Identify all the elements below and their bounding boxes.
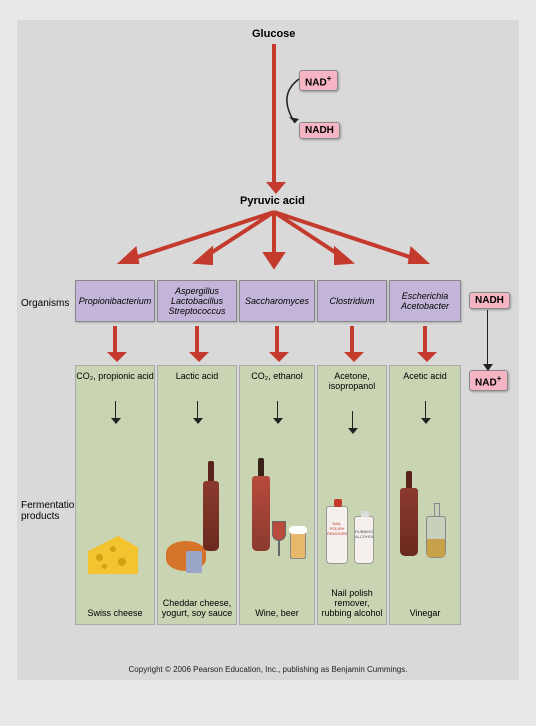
- arrow-down-3-h: [344, 352, 364, 362]
- org-box-2: Saccharomyces: [239, 280, 315, 322]
- inner-arrow-0: [115, 401, 116, 419]
- prod-1: Cheddar cheese, yogurt, soy sauce: [158, 598, 236, 618]
- cup-icon: [186, 551, 202, 573]
- inner-arrow-3h: [348, 428, 358, 434]
- inner-arrow-4h: [421, 418, 431, 424]
- swiss-cheese-icon: [88, 536, 138, 574]
- right-nad-text: NAD: [475, 377, 497, 388]
- row-label-organisms: Organisms: [21, 298, 69, 309]
- soy-bottle-icon: [203, 481, 219, 551]
- vinegar-bottle-icon: [400, 488, 418, 556]
- glucose-label: Glucose: [252, 28, 295, 40]
- chem-1: Lactic acid: [158, 371, 236, 381]
- right-cycle-arrow: [487, 310, 488, 366]
- inner-arrow-0h: [111, 418, 121, 424]
- inner-arrow-2: [277, 401, 278, 419]
- nadh-box: NADH: [299, 122, 340, 139]
- arrow-down-3: [350, 326, 354, 354]
- fan-arrows: [17, 210, 519, 280]
- chem-0: CO₂, propionic acid: [76, 371, 154, 381]
- diagram-container: Glucose NAD+ NADH Pyruvic acid Organisms…: [17, 20, 519, 680]
- right-nad-box: NAD+: [469, 370, 508, 391]
- arrow-glycolysis-head: [266, 182, 286, 194]
- beer-foam: [289, 526, 307, 534]
- wine-bottle-icon: [252, 476, 270, 551]
- wine-bottle-neck: [258, 458, 264, 478]
- arrow-down-0-h: [107, 352, 127, 362]
- chem-2: CO₂, ethanol: [240, 371, 314, 381]
- wine-glass-stem: [278, 541, 280, 556]
- prod-panel-4: Acetic acid Vinegar: [389, 365, 461, 625]
- inner-arrow-3: [352, 411, 353, 429]
- beer-mug-icon: [290, 531, 306, 559]
- prod-panel-3: Acetone, isopropanol NAILPOLISHREMOVER R…: [317, 365, 387, 625]
- prod-panel-0: CO₂, propionic acid Swiss cheese: [75, 365, 155, 625]
- polish-bottle-icon: NAILPOLISHREMOVER: [326, 506, 348, 564]
- row-label-products: Fermentation products: [21, 500, 80, 522]
- inner-arrow-1: [197, 401, 198, 419]
- prod-0: Swiss cheese: [76, 608, 154, 618]
- org-box-0: Propionibacterium: [75, 280, 155, 322]
- right-nadh-box: NADH: [469, 292, 510, 309]
- inner-arrow-1h: [193, 418, 203, 424]
- prod-panel-2: CO₂, ethanol Wine, beer: [239, 365, 315, 625]
- org-box-4: Escherichia Acetobacter: [389, 280, 461, 322]
- prod-4: Vinegar: [390, 608, 460, 618]
- inner-arrow-2h: [273, 418, 283, 424]
- arrow-down-0: [113, 326, 117, 354]
- alcohol-bottle-icon: RUBBINGALCOHOL: [354, 516, 374, 564]
- soy-bottle-neck: [208, 461, 214, 483]
- org-box-1: Aspergillus Lactobacillus Streptococcus: [157, 280, 237, 322]
- chem-4: Acetic acid: [390, 371, 460, 381]
- vinegar-neck: [406, 471, 412, 489]
- pyruvic-label: Pyruvic acid: [240, 195, 305, 207]
- arrow-down-1: [195, 326, 199, 354]
- arrow-down-4-h: [417, 352, 437, 362]
- prod-3: Nail polish remover, rubbing alcohol: [318, 588, 386, 618]
- inner-arrow-4: [425, 401, 426, 419]
- prod-2: Wine, beer: [240, 608, 314, 618]
- arrow-down-2-h: [269, 352, 289, 362]
- cruet-icon: [426, 516, 446, 558]
- wine-glass-icon: [272, 521, 286, 541]
- nad-cycle-arrow: [275, 75, 305, 130]
- arrow-down-1-h: [189, 352, 209, 362]
- right-cycle-arrow-head: [483, 364, 493, 371]
- arrow-down-2: [275, 326, 279, 354]
- chem-3: Acetone, isopropanol: [318, 371, 386, 391]
- copyright-text: Copyright © 2006 Pearson Education, Inc.…: [17, 665, 519, 674]
- nad-plus-text: NAD: [305, 77, 327, 88]
- org-box-3: Clostridium: [317, 280, 387, 322]
- prod-panel-1: Lactic acid Cheddar cheese, yogurt, soy …: [157, 365, 237, 625]
- arrow-down-4: [423, 326, 427, 354]
